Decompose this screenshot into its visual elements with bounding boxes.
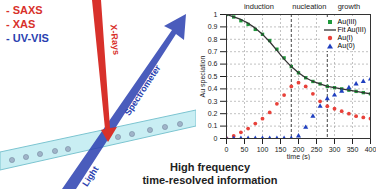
svg-text:250: 250 — [311, 146, 323, 153]
svg-text:Au speciation: Au speciation — [199, 55, 207, 97]
html-text:Fit Au(III): Fit Au(III) — [337, 26, 366, 33]
svg-text:100: 100 — [257, 146, 269, 153]
html-text:Au(0): Au(0) — [337, 42, 355, 49]
svg-text:nucleation: nucleation — [292, 2, 326, 11]
svg-text:time (s): time (s) — [287, 153, 310, 161]
svg-text:1: 1 — [214, 11, 218, 18]
svg-text:Spectrometer: Spectrometer — [122, 63, 162, 118]
svg-text:0.5: 0.5 — [208, 73, 218, 80]
svg-text:0.7: 0.7 — [208, 48, 218, 55]
html-text:Au(I): Au(I) — [337, 34, 353, 41]
svg-text:induction: induction — [244, 2, 274, 11]
svg-text:400: 400 — [365, 146, 376, 153]
svg-text:0: 0 — [225, 146, 229, 153]
svg-text:- SAXS: - SAXS — [6, 4, 43, 16]
svg-text:200: 200 — [292, 146, 305, 154]
svg-text:- XAS: - XAS — [6, 18, 35, 30]
svg-text:0.3: 0.3 — [208, 98, 218, 105]
svg-text:50: 50 — [241, 146, 249, 153]
svg-text:- UV-VIS: - UV-VIS — [6, 32, 49, 44]
svg-text:0.4: 0.4 — [208, 85, 218, 92]
html-text:High frequency: High frequency — [170, 161, 250, 173]
html-text:Au(III): Au(III) — [337, 18, 357, 25]
svg-text:0.2: 0.2 — [208, 110, 218, 117]
svg-text:Light: Light — [80, 164, 100, 188]
svg-text:300: 300 — [329, 146, 341, 153]
svg-text:0: 0 — [214, 135, 218, 142]
svg-text:0.9: 0.9 — [208, 23, 218, 30]
svg-text:0.1: 0.1 — [208, 122, 218, 129]
svg-text:150: 150 — [275, 146, 287, 153]
html-text:time-resolved information: time-resolved information — [142, 174, 278, 186]
svg-text:X-Rays: X-Rays — [108, 24, 121, 55]
svg-text:growth: growth — [338, 2, 361, 11]
svg-text:350: 350 — [347, 146, 359, 153]
svg-text:0.6: 0.6 — [208, 60, 218, 67]
svg-text:0.8: 0.8 — [208, 36, 218, 43]
